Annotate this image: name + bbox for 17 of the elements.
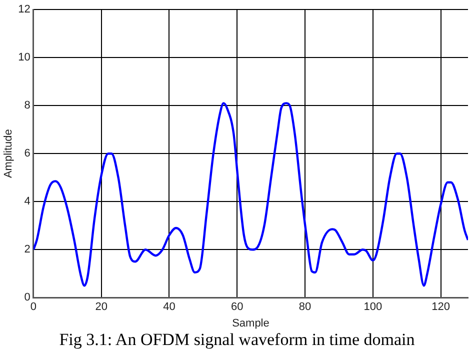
y-tick-label: 12 [18,4,30,16]
y-tick-label: 2 [24,244,30,256]
y-tick-label: 8 [24,100,30,112]
line-series [33,102,468,287]
y-tick-label: 0 [24,292,30,304]
x-axis-title: Sample [232,317,270,330]
caption: Fig 3.1: An OFDM signal waveform in time domain [58,330,416,350]
x-tick-label: 80 [298,301,312,314]
y-tick-label: 4 [24,196,30,208]
y-tick-label: 10 [18,52,30,64]
x-tick-label: 120 [432,301,450,314]
y-axis-title: Amplitude [2,129,15,178]
x-tick-label: 20 [95,301,108,314]
y-tick-label: 6 [24,148,30,160]
x-tick-label: 100 [364,301,382,314]
x-tick-label: 40 [163,301,176,314]
x-tick-label: 60 [231,301,244,314]
